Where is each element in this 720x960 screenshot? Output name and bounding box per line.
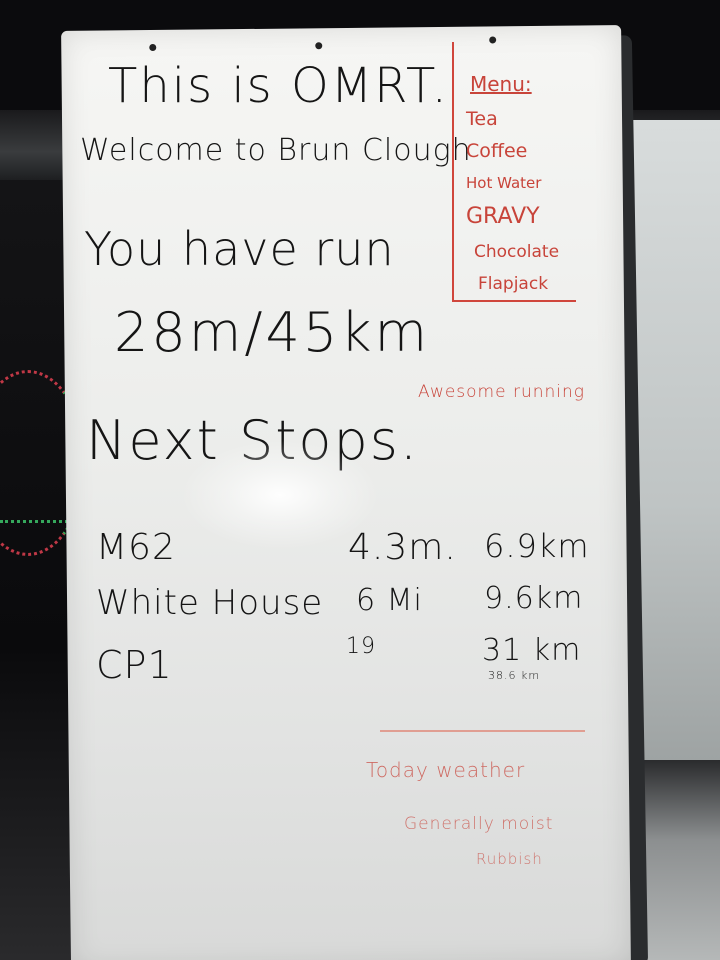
stop-km: 9.6km bbox=[484, 581, 584, 616]
stop-miles: 4.3m. bbox=[348, 527, 457, 568]
stop-km: 31 km bbox=[482, 633, 582, 668]
menu-heading: Menu: bbox=[470, 72, 532, 96]
weather-line: Generally moist bbox=[404, 814, 554, 834]
you-have-run-line: You have run bbox=[84, 222, 395, 276]
menu-item: Coffee bbox=[466, 140, 528, 162]
menu-item: Chocolate bbox=[474, 242, 560, 262]
background-dark-left bbox=[0, 180, 70, 960]
stop-name: White House bbox=[96, 583, 324, 623]
board-title: This is OMRT. bbox=[108, 58, 449, 114]
weather-divider bbox=[380, 730, 585, 732]
board-hole bbox=[315, 42, 323, 50]
distance-run: 28m/45km bbox=[114, 301, 431, 364]
next-stops-heading: Next Stops. bbox=[86, 409, 420, 472]
weather-heading: Today weather bbox=[366, 758, 526, 782]
menu-box bbox=[452, 42, 576, 302]
weather-line: Rubbish bbox=[476, 850, 543, 868]
menu-item: Flapjack bbox=[478, 274, 549, 294]
welcome-line: Welcome to Brun Clough bbox=[80, 133, 472, 168]
menu-item: Tea bbox=[466, 108, 498, 130]
menu-item: Hot Water bbox=[466, 174, 542, 192]
fairy-lights-strand bbox=[0, 520, 80, 543]
stop-miles: 6 Mi bbox=[356, 583, 423, 618]
board-hole bbox=[149, 43, 157, 52]
awesome-note: Awesome running bbox=[418, 382, 585, 402]
stop-name: M62 bbox=[96, 527, 176, 568]
stop-name: CP1 bbox=[96, 643, 173, 687]
stop-km: 6.9km bbox=[484, 527, 590, 565]
stop-miles: 19 bbox=[346, 634, 376, 659]
stop-km-subnote: 38.6 km bbox=[488, 669, 541, 682]
menu-item: GRAVY bbox=[466, 204, 540, 229]
